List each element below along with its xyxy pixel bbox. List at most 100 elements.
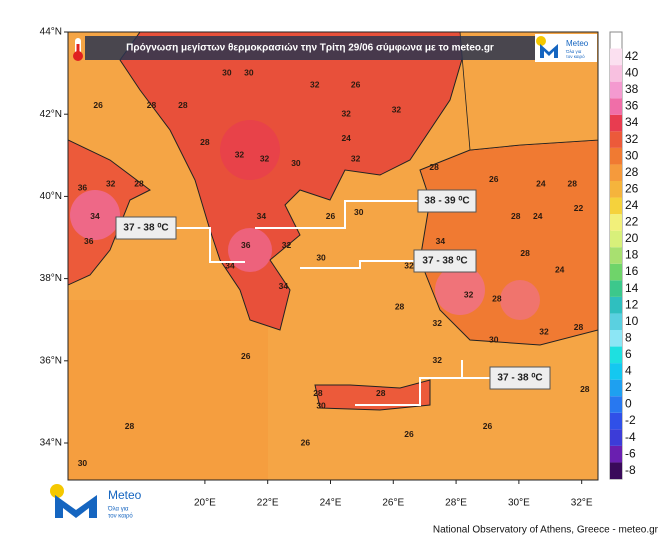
callout: 37 - 38 ⁰C 38 - 39 ⁰C 37 - 38 ⁰C 37 - 38… [115,189,551,390]
callout-text: 37 - 38 ⁰C [497,373,542,384]
logo-name: Meteo [566,39,589,48]
footer-credit: National Observatory of Athens, Greece -… [433,525,659,536]
callout-text: 38 - 39 ⁰C [424,196,469,207]
temperature-label: 26 [351,80,361,90]
colorbar-label: 24 [625,198,639,212]
footer-logo: Meteo Όλα για τον καιρό [50,484,142,520]
logo-sun [536,36,546,46]
colorbar-label: 30 [625,148,639,162]
colorbar-label: 18 [625,248,639,262]
colorbar-swatch [610,181,622,198]
x-tick-label: 26°E [382,498,404,509]
colorbar-label: -6 [625,446,636,460]
colorbar-swatch [610,247,622,264]
temperature-label: 32 [351,154,361,164]
colorbar-label: 10 [625,314,639,328]
temperature-label: 26 [93,100,103,110]
temperature-label: 26 [301,437,311,447]
colorbar-swatch [610,412,622,430]
temperature-label: 30 [222,67,232,77]
temperature-label: 36 [84,236,94,246]
colorbar-label: 20 [625,231,639,245]
temperature-label: 32 [341,108,351,118]
temperature-label: 28 [574,322,584,332]
temperature-label: 36 [78,182,88,192]
temperature-label: 28 [429,162,439,172]
x-tick-label: 30°E [508,498,530,509]
colorbar-label: 4 [625,364,632,378]
colorbar-swatch [610,197,622,215]
temperature-label: 28 [178,100,188,110]
callout-lines [176,200,490,406]
sea-shade [68,300,268,480]
colorbar-swatch [610,263,622,281]
x-tick-label: 22°E [257,498,279,509]
temperature-label: 32 [235,150,245,160]
temperature-label: 28 [313,388,323,398]
colorbar-swatch [610,396,622,413]
temperature-label: 26 [241,351,251,361]
header-logo: Meteo Όλα για τον καιρό [535,34,597,62]
temperature-label: 28 [376,388,386,398]
callout-box [413,249,477,273]
hot-spot [435,265,485,315]
logo-mark [540,44,558,58]
colorbar-swatch [610,230,622,248]
colorbar-label: 16 [625,264,639,278]
title: Πρόγνωση μεγίστων θερμοκρασιών την Τρίτη… [126,43,494,54]
colorbar-swatch [610,346,622,364]
temperature-label: 22 [574,203,584,213]
x-tick-label: 20°E [194,498,216,509]
callout-line [176,227,245,263]
thermometer-icon [73,38,83,61]
colorbar-label: 32 [625,132,639,146]
hot-spot [500,280,540,320]
temperature-label: 28 [520,248,530,258]
title-banner [85,36,535,60]
temperature-label: 32 [106,178,116,188]
temperature-label: 32 [282,240,292,250]
temperature-label: 28 [492,293,502,303]
temperature-label: 34 [225,261,235,271]
colorbar-label: 0 [625,397,632,411]
colorbar-swatch [610,114,622,132]
callout-line [300,260,414,269]
temperature-label: 28 [200,137,210,147]
temperature-label: 24 [341,133,351,143]
temperature-labels: 26 28 28 30 30 32 26 32 24 28 32 32 30 32 32 28 26 24 28 22… [78,67,590,467]
x-tick-label: 32°E [571,498,593,509]
temperature-label: 30 [354,207,364,217]
temperature-label: 34 [257,211,267,221]
colorbar-label: 38 [625,82,639,96]
colorbar-label: 28 [625,165,639,179]
logo-tagline: Όλα για [107,507,129,513]
temperature-label: 24 [536,178,546,188]
crete [314,379,431,411]
colorbar-swatch [610,81,622,99]
map-frame [67,31,599,481]
callout-text: 37 - 38 ⁰C [123,223,168,234]
colorbar-label: 40 [625,66,639,80]
callout-line [355,360,490,406]
temperature-label: 28 [568,178,578,188]
temperature-label: 28 [580,384,590,394]
callout-box [115,216,177,240]
temperature-label: 32 [392,104,402,114]
colorbar-swatch [610,164,622,181]
temperature-label: 32 [433,355,443,365]
temperature-label: 34 [90,211,100,221]
callout-box [417,189,477,213]
colorbar-label: 14 [625,281,639,295]
colorbar-label: 8 [625,330,632,344]
callout-box [489,366,551,390]
temperature-label: 30 [316,252,326,262]
colorbar-swatch [610,280,622,297]
temperature-label: 28 [147,100,157,110]
temperature-label: 28 [395,302,405,312]
temperature-label: 32 [464,289,474,299]
hot-spot [220,120,280,180]
logo-tagline: τον καιρό [108,513,133,520]
y-tick-label: 38°N [40,273,62,284]
colorbar-label: -2 [625,413,636,427]
